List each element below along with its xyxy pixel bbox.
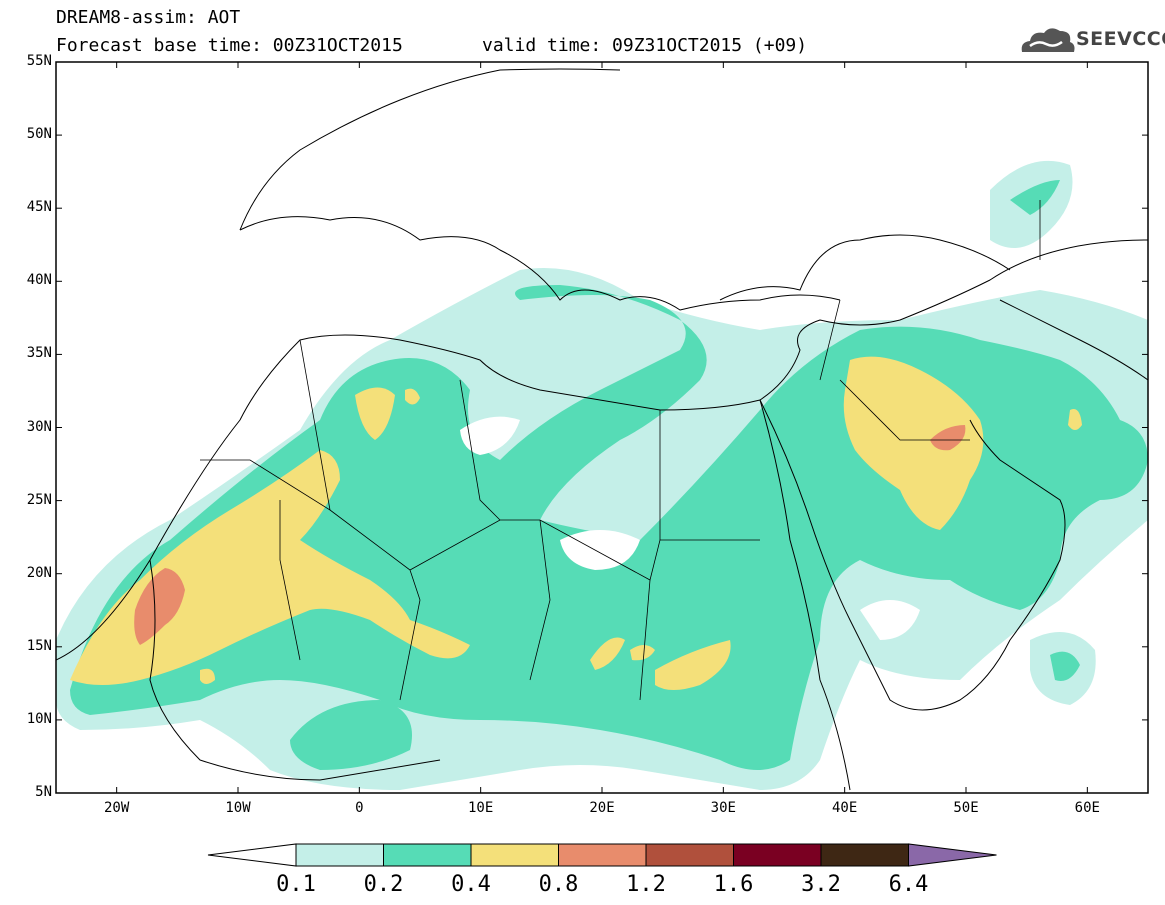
colorbar-box <box>820 843 909 867</box>
lat-label: 40N <box>26 272 52 289</box>
lon-label: 50E <box>953 800 979 816</box>
lat-label: 45N <box>26 199 52 216</box>
colorbar-box <box>470 843 559 867</box>
colorbar-label: 0.4 <box>451 872 491 897</box>
colorbar-arrow-high <box>908 843 997 867</box>
country-borders <box>200 200 1041 701</box>
forecast-base-time: Forecast base time: 00Z31OCT2015 <box>56 35 403 56</box>
aot-level-0.4 <box>655 640 731 690</box>
map-title: DREAM8-assim: AOT <box>56 7 241 28</box>
lon-label: 20W <box>104 800 130 816</box>
lon-label: 20E <box>589 800 615 816</box>
colorbar-box <box>295 843 384 867</box>
colorbar-arrow-low <box>207 843 297 867</box>
aot-level-0.2 <box>290 700 412 770</box>
aot-level-0.2 <box>1010 180 1060 215</box>
aot-level-0.4 <box>630 645 655 661</box>
logo-text: SEEVCCC <box>1076 28 1165 50</box>
lat-label: 5N <box>35 784 52 800</box>
lon-label: 60E <box>1074 800 1100 816</box>
lat-label: 10N <box>26 710 52 727</box>
aot-clear-area <box>860 600 920 640</box>
aot-level-0.4 <box>590 637 625 670</box>
lat-label: 55N <box>26 53 52 69</box>
aot-level-0.8 <box>134 568 185 645</box>
lon-label: 10E <box>468 800 494 816</box>
valid-time: valid time: 09Z31OCT2015 (+09) <box>482 35 808 56</box>
lat-label: 35N <box>26 345 52 362</box>
lon-label: 30E <box>710 800 736 816</box>
aot-level-0.4 <box>70 450 470 685</box>
lat-label: 20N <box>26 564 52 581</box>
colorbar <box>207 843 997 867</box>
aot-clear-area <box>560 530 640 570</box>
lon-label: 10W <box>225 800 251 816</box>
aot-level-0.4 <box>1068 409 1082 430</box>
colorbar-box <box>383 843 472 867</box>
colorbar-box <box>645 843 734 867</box>
aot-clear-area <box>460 416 520 455</box>
colorbar-label: 0.2 <box>363 872 404 897</box>
aot-level-0.4 <box>200 668 215 684</box>
lat-label: 30N <box>26 418 52 435</box>
colorbar-label: 3.2 <box>801 872 841 897</box>
aot-level-0.2 <box>1050 651 1080 681</box>
aot-level-0.4 <box>843 356 984 530</box>
aot-level-0.4 <box>405 388 420 405</box>
lon-label: 0 <box>355 800 364 816</box>
aot-level-0.4 <box>355 387 395 440</box>
aot-level-0.8 <box>930 425 966 451</box>
lon-label: 40E <box>832 800 858 816</box>
cloud-icon <box>1021 28 1075 52</box>
coastlines <box>56 68 1148 791</box>
lat-label: 15N <box>26 637 52 654</box>
colorbar-box <box>733 843 822 867</box>
colorbar-label: 6.4 <box>888 872 929 897</box>
colorbar-label: 0.8 <box>538 872 579 897</box>
lon-ticks <box>116 62 1088 793</box>
lat-label: 25N <box>26 491 52 508</box>
lat-label: 50N <box>26 126 52 143</box>
colorbar-label: 1.2 <box>626 872 666 897</box>
aot-fields <box>56 160 1148 790</box>
colorbar-label: 0.1 <box>276 872 316 897</box>
colorbar-label: 1.6 <box>713 872 754 897</box>
colorbar-box <box>558 843 647 867</box>
lat-ticks <box>56 61 1148 794</box>
